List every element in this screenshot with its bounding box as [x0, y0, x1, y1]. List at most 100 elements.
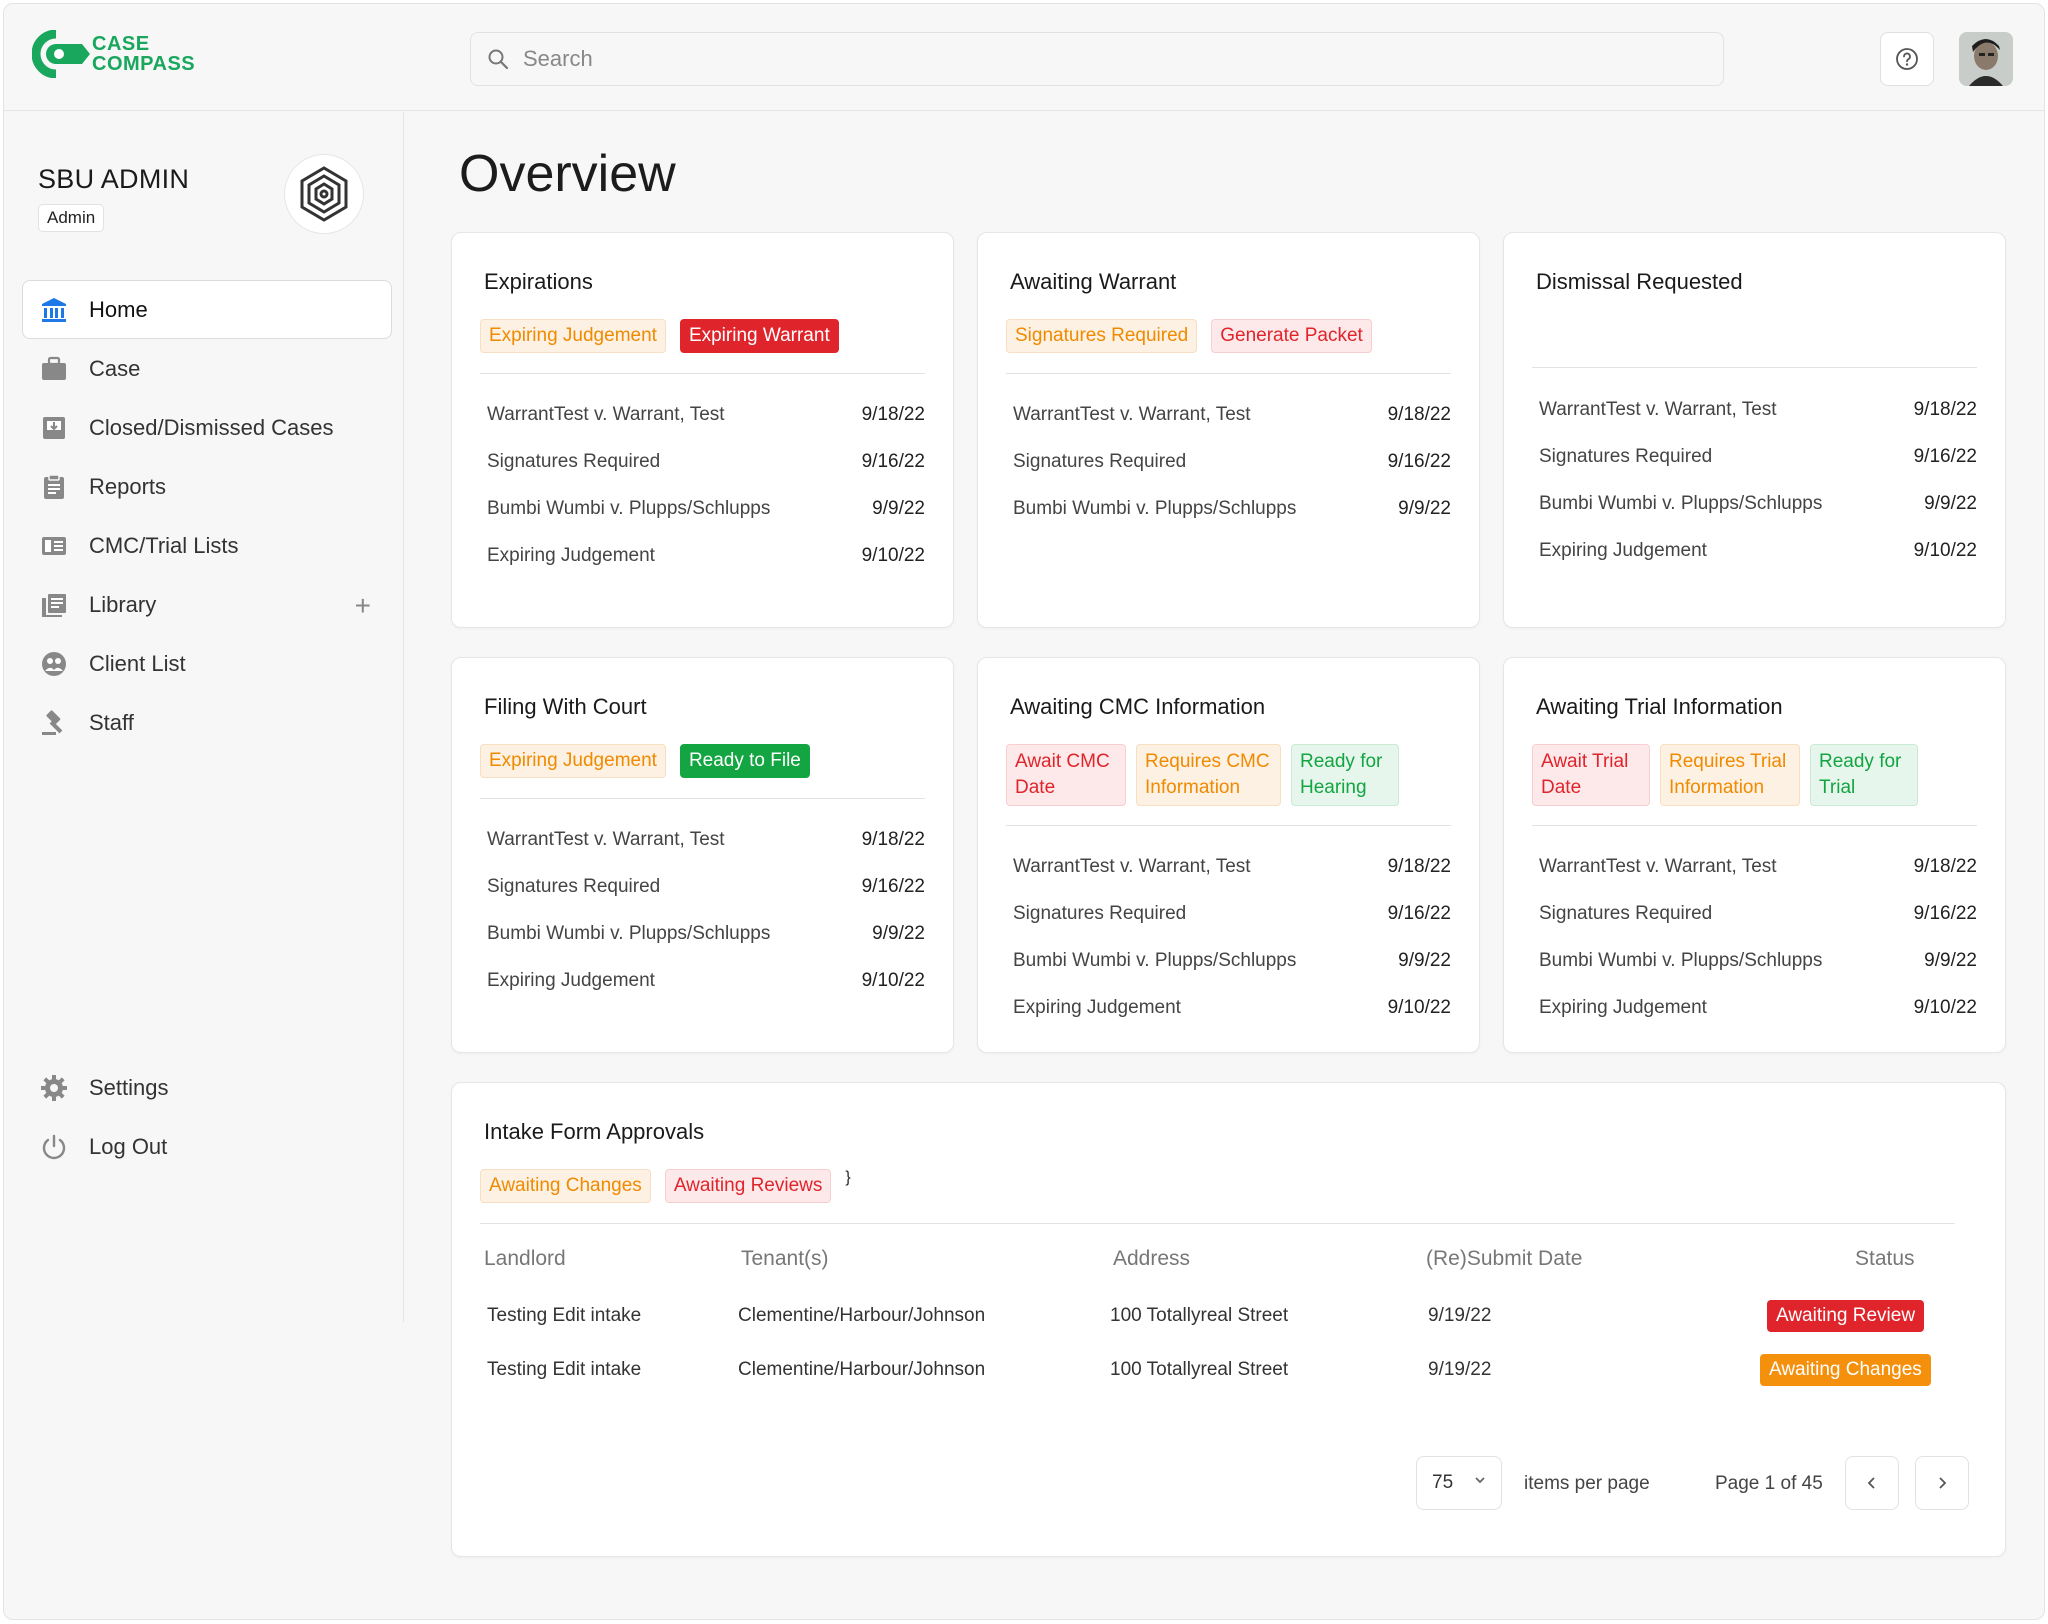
nav-item-settings[interactable]: Settings — [22, 1058, 392, 1117]
cell-date: 9/19/22 — [1428, 1359, 1492, 1380]
filter-tag-requires-trial-information[interactable]: Requires Trial Information — [1660, 744, 1800, 806]
list-item[interactable]: Expiring Judgement 9/10/22 — [487, 969, 925, 991]
card-title: Awaiting Warrant — [1010, 269, 1177, 294]
table-row[interactable]: Testing Edit intake Clementine/Harbour/J… — [452, 1354, 2005, 1399]
filter-tag-expiring-judgement[interactable]: Expiring Judgement — [480, 744, 666, 778]
divider — [1532, 367, 1977, 368]
list-item[interactable]: Signatures Required 9/16/22 — [1013, 450, 1451, 472]
search-bar[interactable] — [470, 32, 1724, 86]
filter-tag-generate-packet[interactable]: Generate Packet — [1211, 319, 1372, 353]
nav-label-cmc-trial-lists: CMC/Trial Lists — [89, 532, 239, 558]
case-compass-logo[interactable]: CASE COMPASS — [32, 30, 195, 78]
users-icon — [39, 649, 69, 679]
nav-label-settings: Settings — [89, 1074, 169, 1100]
chevron-down-icon — [1475, 1477, 1485, 1484]
divider — [480, 373, 925, 374]
filter-tag-awaiting-reviews[interactable]: Awaiting Reviews — [664, 1169, 832, 1203]
org-name: SBU ADMIN — [38, 164, 190, 194]
list-item[interactable]: WarrantTest v. Warrant, Test 9/18/22 — [1539, 398, 1977, 420]
list-item[interactable]: Bumbi Wumbi v. Plupps/Schlupps 9/9/22 — [1539, 949, 1977, 971]
column-header-landlord[interactable]: Landlord — [484, 1247, 566, 1270]
list-item[interactable]: WarrantTest v. Warrant, Test 9/18/22 — [487, 828, 925, 850]
nav-item-library[interactable]: Library + — [22, 575, 392, 634]
list-item[interactable]: WarrantTest v. Warrant, Test 9/18/22 — [1013, 403, 1451, 425]
column-header-status[interactable]: Status — [1855, 1247, 1915, 1270]
user-avatar[interactable] — [1959, 32, 2013, 86]
next-page-button[interactable] — [1915, 1456, 1969, 1510]
list-item[interactable]: Expiring Judgement 9/10/22 — [1539, 996, 1977, 1018]
nav-item-home[interactable]: Home — [22, 280, 392, 339]
cell-address: 100 Totallyreal Street — [1110, 1305, 1289, 1326]
divider — [480, 1223, 1955, 1224]
card-dismissal-requested: Dismissal Requested WarrantTest v. Warra… — [1503, 232, 2006, 628]
filter-tag-signatures-required[interactable]: Signatures Required — [1006, 319, 1198, 353]
filter-tag-awaiting-changes[interactable]: Awaiting Changes — [480, 1169, 651, 1203]
list-item[interactable]: Bumbi Wumbi v. Plupps/Schlupps 9/9/22 — [487, 922, 925, 944]
list-item[interactable]: Signatures Required 9/16/22 — [1539, 902, 1977, 924]
filter-tag-await-cmc-date[interactable]: Await CMC Date — [1006, 744, 1126, 806]
nav-label-library: Library — [89, 591, 157, 617]
list-item[interactable]: Bumbi Wumbi v. Plupps/Schlupps 9/9/22 — [1539, 492, 1977, 514]
nav-label-reports: Reports — [89, 473, 167, 499]
items-per-page-select[interactable]: 75 — [1416, 1456, 1502, 1510]
card-title: Awaiting Trial Information — [1536, 694, 1783, 719]
role-badge: Admin — [38, 204, 105, 232]
previous-page-button[interactable] — [1845, 1456, 1899, 1510]
nav-item-cmc-trial-lists[interactable]: CMC/Trial Lists — [22, 516, 392, 575]
list-item[interactable]: Signatures Required 9/16/22 — [487, 875, 925, 897]
search-input[interactable] — [523, 46, 1623, 72]
list-item[interactable]: WarrantTest v. Warrant, Test 9/18/22 — [1539, 855, 1977, 877]
column-header-submit-date[interactable]: (Re)Submit Date — [1426, 1247, 1583, 1270]
filter-tag-requires-cmc-information[interactable]: Requires CMC Information — [1136, 744, 1281, 806]
filter-tag-ready-for-hearing[interactable]: Ready for Hearing — [1291, 744, 1399, 806]
filter-tag-ready-to-file[interactable]: Ready to File — [679, 744, 810, 778]
card-intake-form-approvals: Intake Form Approvals Awaiting Changes A… — [451, 1082, 2006, 1557]
list-item[interactable]: WarrantTest v. Warrant, Test 9/18/22 — [1013, 855, 1451, 877]
nav-item-reports[interactable]: Reports — [22, 457, 392, 516]
nav-item-closed-cases[interactable]: Closed/Dismissed Cases — [22, 398, 392, 457]
list-item[interactable]: Bumbi Wumbi v. Plupps/Schlupps 9/9/22 — [1013, 497, 1451, 519]
cell-landlord: Testing Edit intake — [487, 1359, 642, 1380]
avatar-image — [1959, 32, 2013, 86]
card-awaiting-warrant: Awaiting Warrant Signatures Required Gen… — [977, 232, 1480, 628]
card-awaiting-trial-information: Awaiting Trial Information Await Trial D… — [1503, 657, 2006, 1053]
card-awaiting-cmc-information: Awaiting CMC Information Await CMC Date … — [977, 657, 1480, 1053]
brand-line-1: CASE — [92, 33, 150, 55]
list-item[interactable]: Expiring Judgement 9/10/22 — [487, 544, 925, 566]
status-badge: Awaiting Review — [1767, 1300, 1925, 1332]
nav-label-client-list: Client List — [89, 650, 186, 676]
power-icon — [39, 1132, 69, 1162]
column-header-address[interactable]: Address — [1113, 1247, 1191, 1270]
table-row[interactable]: Testing Edit intake Clementine/Harbour/J… — [452, 1300, 2005, 1345]
list-item[interactable]: Bumbi Wumbi v. Plupps/Schlupps 9/9/22 — [1013, 949, 1451, 971]
nav-item-client-list[interactable]: Client List — [22, 634, 392, 693]
list-item[interactable]: Signatures Required 9/16/22 — [1013, 902, 1451, 924]
archive-icon — [39, 413, 69, 443]
sidebar: SBU ADMIN Admin Home — [4, 112, 404, 1322]
nav-item-staff[interactable]: Staff — [22, 693, 392, 752]
filter-tag-ready-for-trial[interactable]: Ready for Trial — [1810, 744, 1918, 806]
nav-item-case[interactable]: Case — [22, 339, 392, 398]
help-button[interactable] — [1880, 32, 1934, 86]
clipboard-icon — [39, 472, 69, 502]
list-item[interactable]: Bumbi Wumbi v. Plupps/Schlupps 9/9/22 — [487, 497, 925, 519]
nav-label-home: Home — [89, 296, 148, 322]
filter-tag-await-trial-date[interactable]: Await Trial Date — [1532, 744, 1650, 806]
divider — [1006, 373, 1451, 374]
brand-line-2: COMPASS — [92, 53, 196, 75]
list-item[interactable]: Signatures Required 9/16/22 — [487, 450, 925, 472]
card-title: Intake Form Approvals — [484, 1119, 705, 1144]
list-item[interactable]: WarrantTest v. Warrant, Test 9/18/22 — [487, 403, 925, 425]
filter-tag-expiring-warrant[interactable]: Expiring Warrant — [679, 319, 839, 353]
column-header-tenants[interactable]: Tenant(s) — [741, 1247, 829, 1270]
cell-address: 100 Totallyreal Street — [1110, 1359, 1289, 1380]
gear-icon — [39, 1073, 69, 1103]
filter-tag-expiring-judgement[interactable]: Expiring Judgement — [480, 319, 666, 353]
divider — [1532, 825, 1977, 826]
list-item[interactable]: Signatures Required 9/16/22 — [1539, 445, 1977, 467]
list-item[interactable]: Expiring Judgement 9/10/22 — [1539, 539, 1977, 561]
nav-item-logout[interactable]: Log Out — [22, 1117, 392, 1176]
list-item[interactable]: Expiring Judgement 9/10/22 — [1013, 996, 1451, 1018]
help-icon — [1896, 48, 1918, 70]
add-library-icon[interactable]: + — [354, 590, 371, 621]
